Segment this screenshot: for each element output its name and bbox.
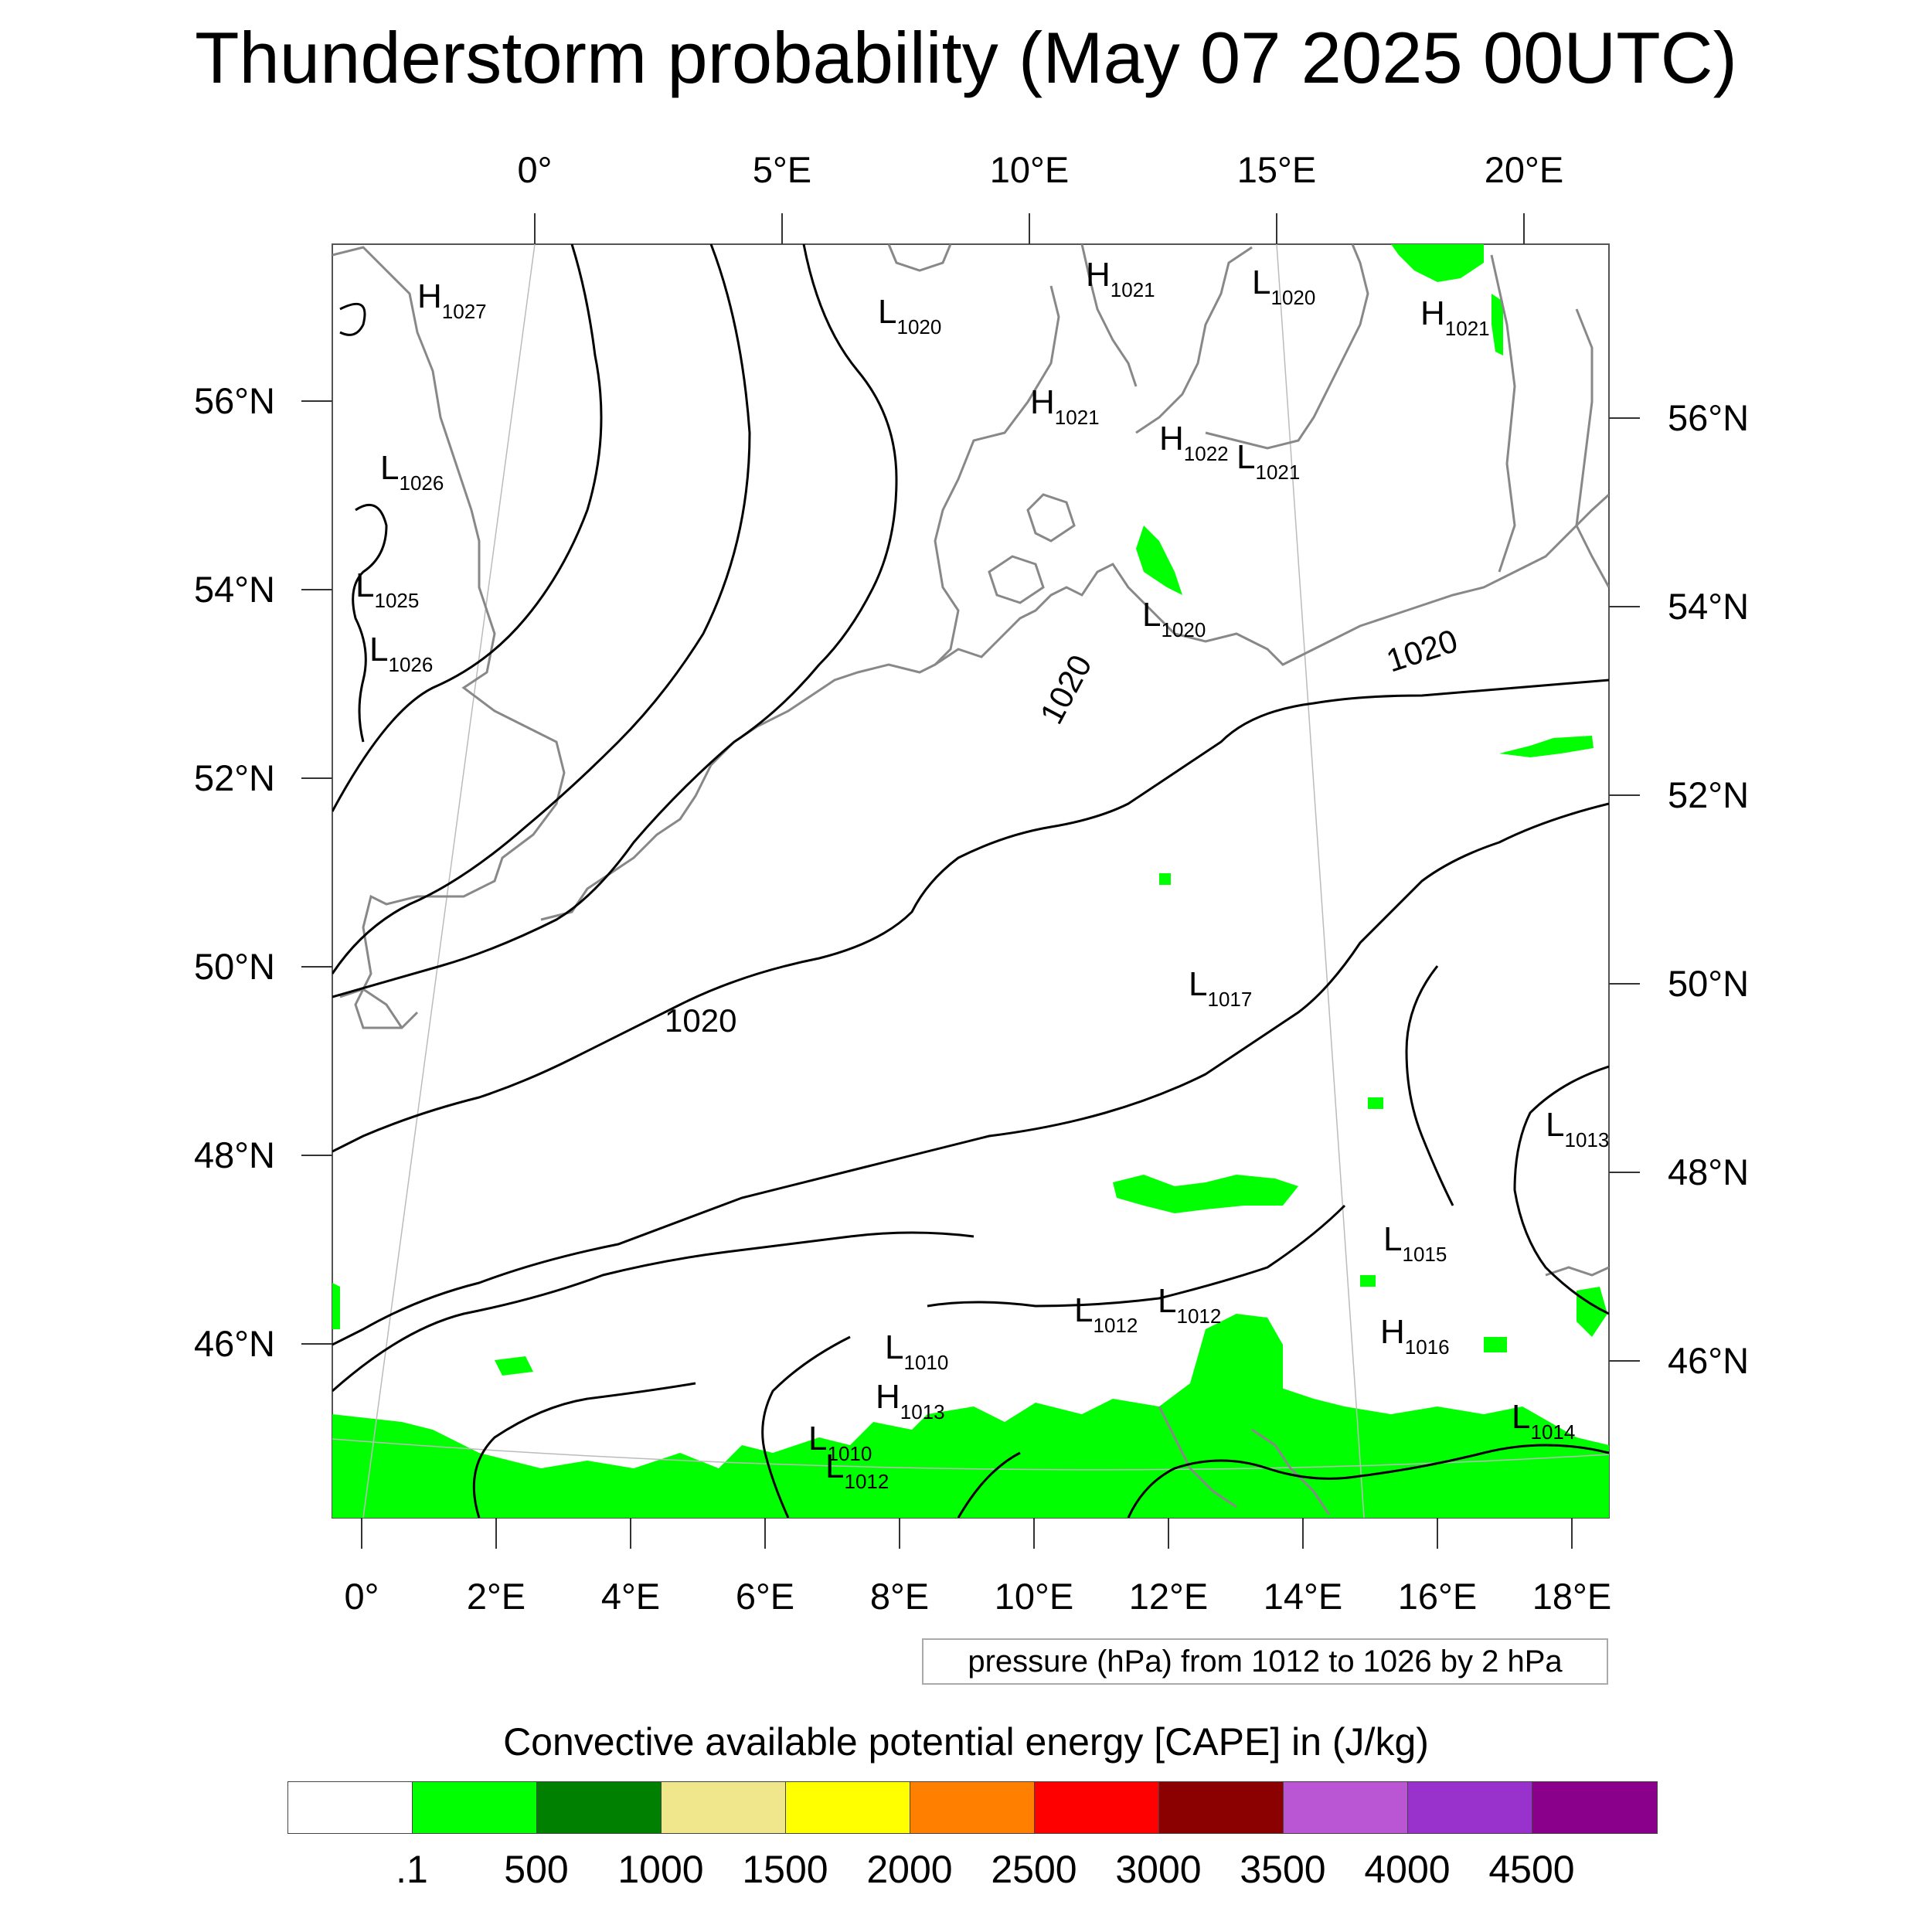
colorbar-label: 3000 bbox=[1115, 1848, 1202, 1891]
colorbar-label: 2000 bbox=[866, 1848, 953, 1891]
bottom-lon-label: 18°E bbox=[1532, 1576, 1611, 1617]
top-lon-label: 5°E bbox=[753, 149, 811, 190]
pressure-system-label: H1013 bbox=[876, 1378, 945, 1423]
colorbar-label: 500 bbox=[504, 1848, 569, 1891]
left-lat-label: 52°N bbox=[194, 757, 275, 798]
colorbar-swatch bbox=[537, 1782, 662, 1833]
tick-marks bbox=[301, 213, 1640, 1549]
pressure-system-label: L1017 bbox=[1189, 965, 1252, 1011]
top-lon-label: 20°E bbox=[1485, 149, 1563, 190]
pressure-system-label: L1013 bbox=[1546, 1106, 1609, 1151]
bottom-lon-label: 6°E bbox=[736, 1576, 794, 1617]
pressure-system-label: L1014 bbox=[1512, 1398, 1575, 1444]
colorbar-swatch bbox=[1284, 1782, 1408, 1833]
colorbar-swatch bbox=[413, 1782, 537, 1833]
map-title: Thunderstorm probability (May 07 2025 00… bbox=[195, 17, 1737, 98]
colorbar-swatch bbox=[1159, 1782, 1284, 1833]
colorbar-label: 1000 bbox=[617, 1848, 704, 1891]
colorbar-label: 4500 bbox=[1488, 1848, 1575, 1891]
colorbar-label: 2500 bbox=[991, 1848, 1077, 1891]
pressure-system-label: L1012 bbox=[1158, 1282, 1221, 1328]
bottom-lon-label: 4°E bbox=[601, 1576, 660, 1617]
colorbar-swatch bbox=[1035, 1782, 1159, 1833]
pressure-system-label: L1020 bbox=[1252, 264, 1315, 309]
bottom-lon-label: 8°E bbox=[870, 1576, 929, 1617]
top-lon-label: 15°E bbox=[1237, 149, 1316, 190]
pressure-system-label: L1026 bbox=[369, 631, 433, 676]
pressure-system-label: H1016 bbox=[1380, 1313, 1450, 1359]
left-lat-label: 48°N bbox=[194, 1134, 275, 1175]
pressure-system-label: L1015 bbox=[1383, 1220, 1447, 1266]
pressure-system-label: H1021 bbox=[1086, 256, 1155, 301]
bottom-lon-label: 10°E bbox=[995, 1576, 1073, 1617]
pressure-system-label: H1027 bbox=[417, 277, 487, 323]
top-lon-label: 0° bbox=[518, 149, 553, 190]
pressure-system-label: H1021 bbox=[1030, 383, 1100, 429]
cape-colorbar bbox=[287, 1781, 1658, 1834]
bottom-lon-label: 2°E bbox=[467, 1576, 526, 1617]
cape-areas bbox=[332, 244, 1609, 1518]
right-latitude-labels: 56°N 54°N 52°N 50°N 48°N 46°N bbox=[1668, 397, 1749, 1381]
pressure-system-label: L1020 bbox=[1142, 596, 1206, 641]
right-lat-label: 50°N bbox=[1668, 963, 1749, 1004]
isobar-label: 1020 bbox=[665, 1002, 736, 1039]
top-longitude-labels: 0° 5°E 10°E 15°E 20°E bbox=[518, 149, 1564, 190]
right-lat-label: 52°N bbox=[1668, 774, 1749, 815]
colorbar-swatch bbox=[662, 1782, 786, 1833]
pressure-system-label: L1012 bbox=[825, 1447, 889, 1493]
top-lon-label: 10°E bbox=[990, 149, 1069, 190]
map-frame bbox=[332, 243, 1610, 1519]
colorbar-label: 1500 bbox=[742, 1848, 828, 1891]
bottom-lon-label: 0° bbox=[345, 1576, 379, 1617]
colorbar-label: 3500 bbox=[1240, 1848, 1326, 1891]
left-lat-label: 56°N bbox=[194, 380, 275, 421]
pressure-system-label: L1021 bbox=[1236, 438, 1300, 484]
pressure-system-label: H1022 bbox=[1159, 420, 1229, 465]
colorbar-swatch bbox=[288, 1782, 413, 1833]
coastlines bbox=[332, 244, 1609, 1515]
bottom-lon-label: 12°E bbox=[1129, 1576, 1208, 1617]
right-lat-label: 54°N bbox=[1668, 586, 1749, 627]
colorbar-label: .1 bbox=[396, 1848, 428, 1891]
colorbar-swatch bbox=[1532, 1782, 1657, 1833]
isobars bbox=[332, 244, 1609, 1518]
pressure-system-label: L1020 bbox=[878, 293, 941, 338]
left-lat-label: 54°N bbox=[194, 569, 275, 610]
colorbar-swatch bbox=[910, 1782, 1035, 1833]
pressure-systems: H1027 L1026 L1025 L1026 L1020 H1021 L102… bbox=[355, 256, 1609, 1493]
right-lat-label: 48°N bbox=[1668, 1151, 1749, 1192]
right-lat-label: 46°N bbox=[1668, 1340, 1749, 1381]
colorbar-title: Convective available potential energy [C… bbox=[503, 1720, 1429, 1764]
colorbar-label: 4000 bbox=[1364, 1848, 1451, 1891]
pressure-system-label: L1012 bbox=[1074, 1291, 1138, 1337]
pressure-system-label: L1025 bbox=[355, 566, 419, 612]
colorbar-swatch bbox=[786, 1782, 910, 1833]
bottom-lon-label: 16°E bbox=[1398, 1576, 1477, 1617]
pressure-system-label: L1010 bbox=[808, 1420, 872, 1465]
colorbar-swatch bbox=[1408, 1782, 1532, 1833]
right-lat-label: 56°N bbox=[1668, 397, 1749, 438]
pressure-system-label: H1021 bbox=[1420, 294, 1490, 340]
bottom-longitude-labels: 0° 2°E 4°E 6°E 8°E 10°E 12°E 14°E 16°E 1… bbox=[345, 1576, 1612, 1617]
pressure-system-label: L1010 bbox=[885, 1328, 948, 1374]
left-latitude-labels: 56°N 54°N 52°N 50°N 48°N 46°N bbox=[194, 380, 275, 1364]
left-lat-label: 50°N bbox=[194, 946, 275, 987]
colorbar-labels: .1 500 1000 1500 2000 2500 3000 3500 4000 4500 bbox=[287, 1847, 1657, 1893]
left-lat-label: 46°N bbox=[194, 1323, 275, 1364]
pressure-system-label: L1026 bbox=[380, 449, 444, 495]
graticule bbox=[332, 244, 1609, 1518]
bottom-lon-label: 14°E bbox=[1264, 1576, 1342, 1617]
pressure-contour-note: pressure (hPa) from 1012 to 1026 by 2 hP… bbox=[922, 1638, 1608, 1685]
